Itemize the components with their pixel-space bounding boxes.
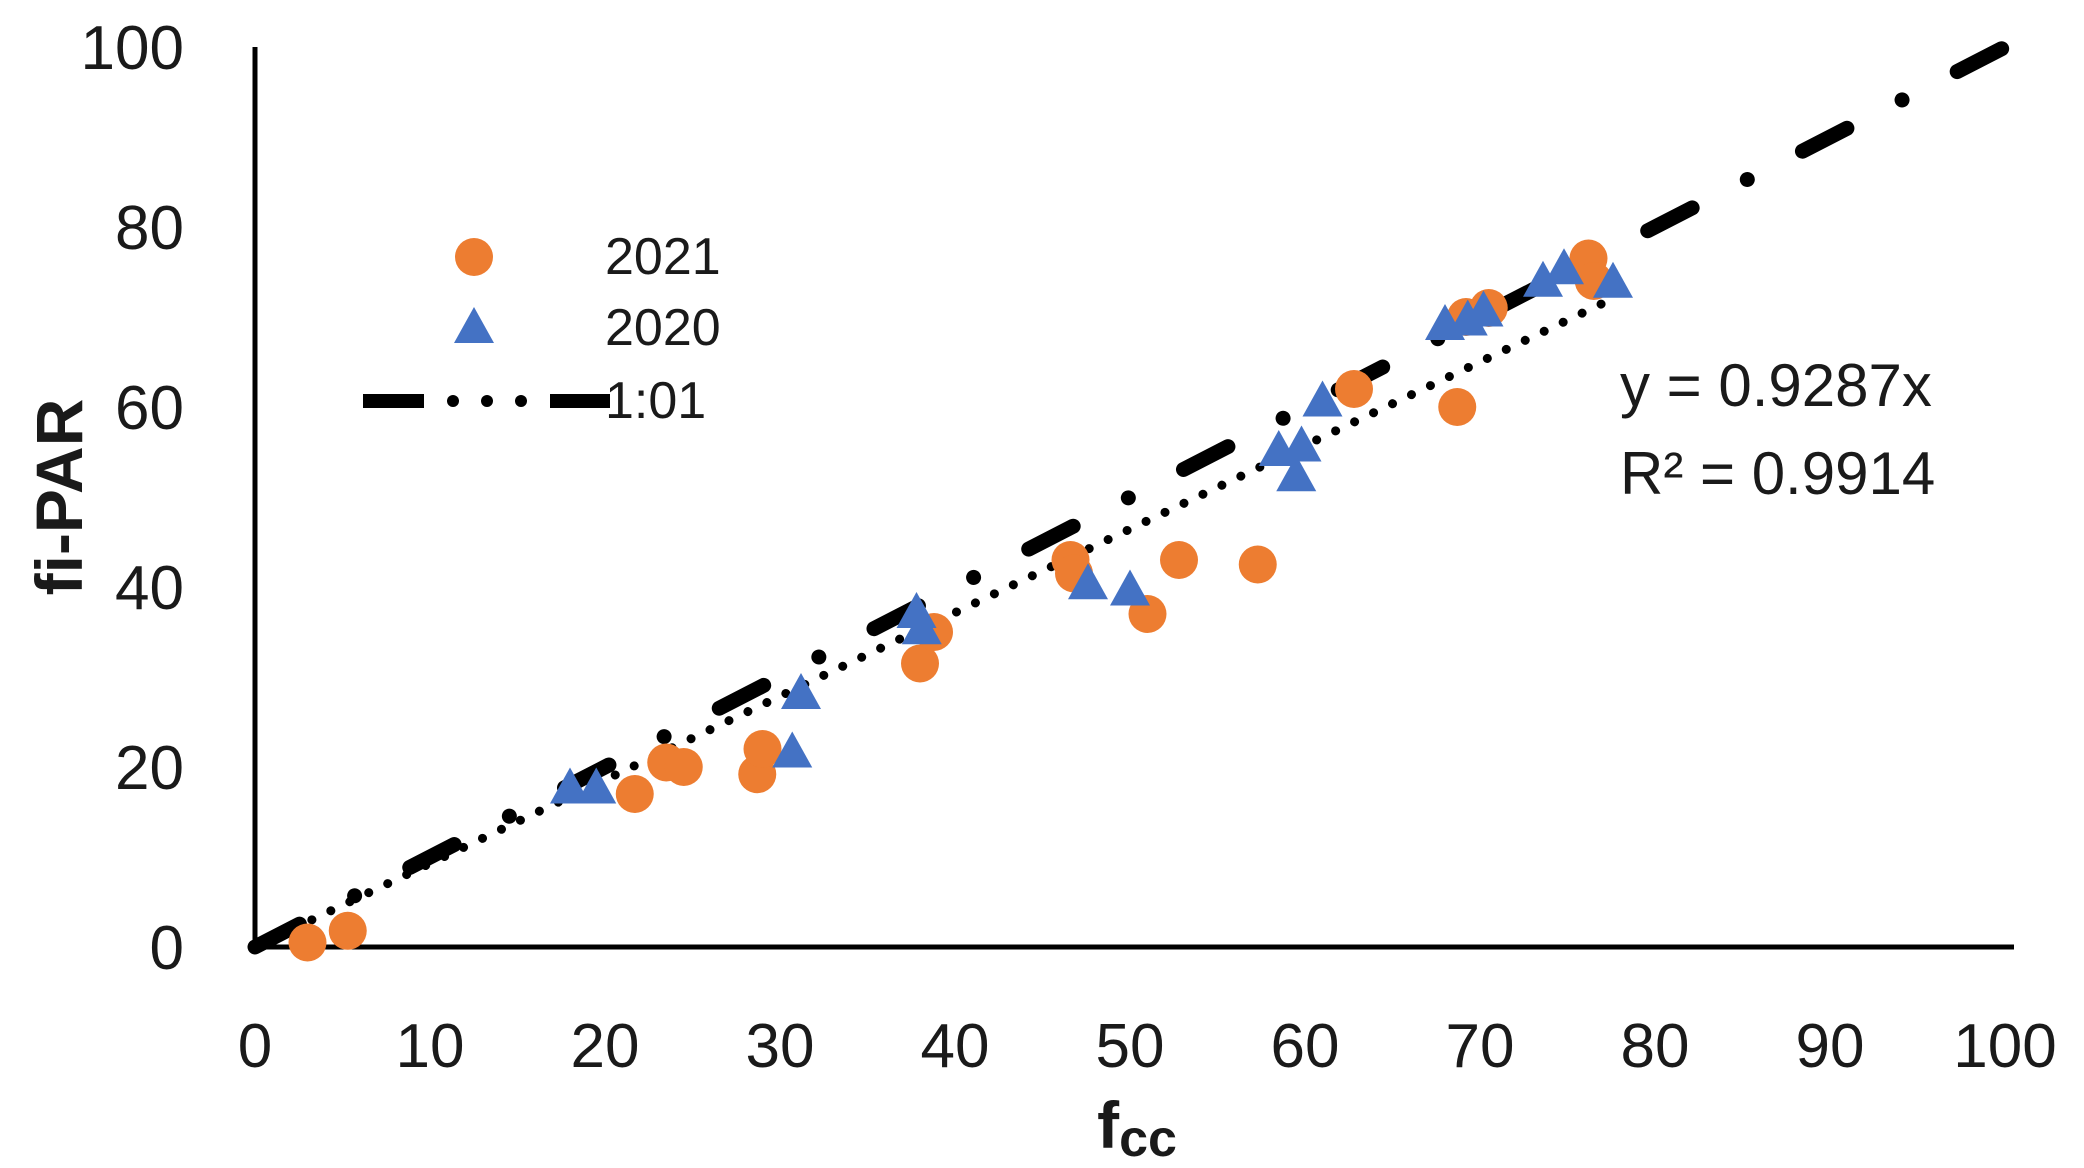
point-2020-6: [1068, 563, 1108, 600]
x-tick-label-4: 40: [921, 1012, 990, 1081]
legend-marker-1to1: [363, 394, 610, 408]
point-2021-4: [664, 748, 703, 786]
y-tick-label-4: 80: [115, 194, 184, 263]
point-2020-5: [901, 608, 942, 645]
point-2021-12: [1160, 541, 1198, 579]
x-tick-label-9: 90: [1796, 1012, 1865, 1081]
point-2021-13: [1238, 545, 1277, 584]
y-tick-label-2: 40: [115, 554, 184, 623]
axes: [252, 47, 2014, 950]
point-2020-17: [1593, 261, 1633, 298]
x-tick-label-3: 30: [746, 1012, 815, 1081]
one-to-one-line: [247, 39, 2013, 955]
x-axis-title: fcc: [1097, 1088, 1177, 1168]
x-tick-label-2: 20: [571, 1012, 640, 1081]
legend-label-1to1: 1:01: [605, 372, 706, 430]
point-2020-14: [1463, 290, 1504, 327]
x-axis-title-main: f: [1097, 1088, 1120, 1162]
point-2021-1: [328, 911, 367, 950]
y-axis-title: fi-PAR: [22, 399, 96, 596]
point-2020-10: [1276, 455, 1317, 492]
trendline-r-squared: R² = 0.9914: [1620, 440, 1935, 507]
x-tick-label-10: 100: [1953, 1012, 2056, 1081]
x-tick-label-6: 60: [1271, 1012, 1340, 1081]
point-2021-15: [1438, 388, 1477, 426]
series-2020-points: [550, 248, 1633, 804]
point-2020-16: [1544, 248, 1584, 285]
legend-marker-2021: [455, 238, 493, 276]
x-tick-labels: 0 10 20 30 40 50 60 70 80 90 100: [238, 1012, 2057, 1081]
legend-marker-2020: [454, 307, 494, 343]
legend: 2021 2020 1:01: [363, 228, 721, 430]
point-2021-14: [1335, 370, 1373, 408]
point-2020-3: [781, 673, 821, 709]
x-tick-label-1: 10: [396, 1012, 465, 1081]
point-2020-9: [1281, 425, 1322, 462]
point-2020-2: [772, 731, 813, 768]
x-tick-label-7: 70: [1446, 1012, 1515, 1081]
point-2021-7: [901, 644, 939, 683]
y-tick-label-0: 0: [150, 914, 184, 983]
x-tick-label-8: 80: [1621, 1012, 1690, 1081]
point-2020-11: [1302, 380, 1343, 417]
one-to-one-line-group: [247, 39, 2013, 955]
point-2020-1: [576, 767, 617, 804]
y-tick-label-5: 100: [81, 14, 184, 83]
legend-label-2021: 2021: [605, 228, 721, 286]
y-tick-label-3: 60: [115, 374, 184, 443]
point-2021-2: [615, 775, 654, 813]
trendline-equation: y = 0.9287x: [1620, 352, 1932, 419]
point-2020-15: [1523, 260, 1563, 297]
x-axis-title-subscript: cc: [1119, 1110, 1177, 1168]
legend-label-2020: 2020: [605, 299, 721, 357]
point-2021-6: [743, 730, 782, 768]
point-2021-0: [288, 923, 327, 962]
point-2020-0: [550, 767, 590, 804]
y-tick-label-1: 20: [115, 734, 184, 803]
y-tick-labels: 0 20 40 60 80 100: [81, 14, 184, 983]
series-2021-points: [288, 239, 1613, 962]
point-2020-7: [1110, 569, 1150, 606]
x-tick-label-5: 50: [1096, 1012, 1165, 1081]
x-tick-label-0: 0: [238, 1012, 272, 1081]
